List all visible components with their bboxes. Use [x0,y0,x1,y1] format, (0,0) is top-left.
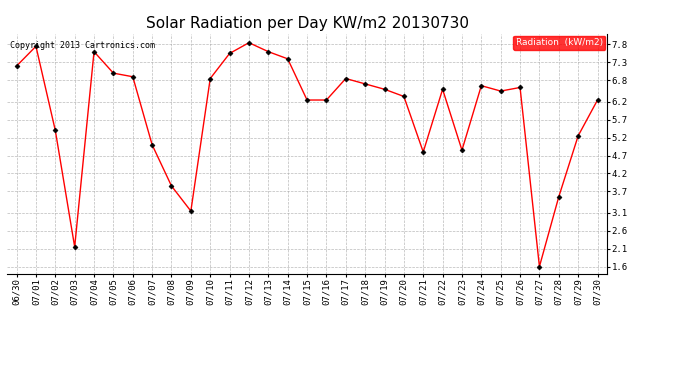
Legend: Radiation  (kW/m2): Radiation (kW/m2) [513,36,605,50]
Title: Solar Radiation per Day KW/m2 20130730: Solar Radiation per Day KW/m2 20130730 [146,16,469,31]
Text: Copyright 2013 Cartronics.com: Copyright 2013 Cartronics.com [10,41,155,50]
